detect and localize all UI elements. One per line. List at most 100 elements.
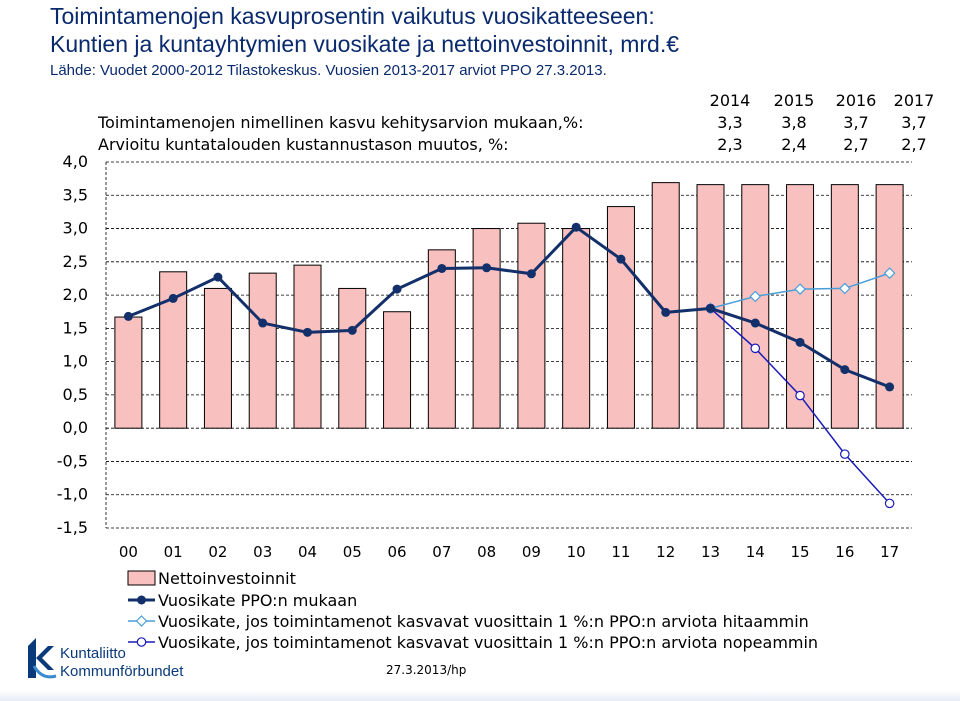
x-tick-label: 08 <box>477 543 496 561</box>
series-base-point <box>661 307 671 317</box>
series-base-point <box>437 263 447 273</box>
legend-label: Vuosikate, jos toimintamenot kasvavat vu… <box>158 612 809 631</box>
bar <box>472 228 501 429</box>
x-tick-label: 06 <box>388 543 407 561</box>
table-row2-value: 2,3 <box>717 135 742 154</box>
bar <box>338 287 367 429</box>
series-base-point <box>840 365 850 375</box>
legend: Nettoinvestoinnit Vuosikate PPO:n mukaan V… <box>127 569 818 652</box>
table-row1-value: 3,8 <box>781 113 806 132</box>
series-base-point <box>616 254 626 264</box>
info-table: Toimintamenojen nimellinen kasvu kehitys… <box>97 91 934 154</box>
bar <box>203 287 232 429</box>
bar <box>562 228 591 429</box>
y-tick-label: 1,5 <box>63 318 88 337</box>
x-tick-label: 10 <box>567 543 586 561</box>
bar <box>875 184 904 429</box>
bar <box>293 264 322 429</box>
legend-label: Nettoinvestoinnit <box>158 569 296 588</box>
bar <box>383 311 412 429</box>
series-faster-point <box>840 449 850 459</box>
footer-date: 27.3.2013/hp <box>386 663 467 677</box>
series-base-point <box>258 318 268 328</box>
series-faster-point <box>750 343 761 354</box>
y-tick-label: 2,5 <box>63 252 88 271</box>
series-base-point <box>123 311 133 321</box>
table-year: 2017 <box>894 91 935 110</box>
series-base-point <box>482 263 492 273</box>
series-slower-point <box>883 267 896 279</box>
y-tick-label: -0,5 <box>57 451 88 470</box>
bar <box>830 184 859 429</box>
logo-line2: Kommunförbundet <box>60 663 184 680</box>
y-axis: -1,5 -1,0 -0,5 0,0 0,5 1,0 1,5 2,0 2,5 3,0 3,5 4,0 <box>57 152 88 537</box>
series-base-point <box>303 327 312 337</box>
bar <box>786 184 815 429</box>
x-tick-label: 02 <box>208 543 227 561</box>
x-tick-label: 15 <box>791 543 810 561</box>
table-row2-label: Arvioitu kuntatalouden kustannustason mu… <box>98 135 509 154</box>
table-row2-value: 2,7 <box>901 135 926 154</box>
kuntaliitto-logo: Kuntaliitto Kommunförbundet <box>28 638 184 680</box>
bar <box>114 316 143 429</box>
logo-line1: Kuntaliitto <box>60 645 126 662</box>
bar <box>741 184 770 429</box>
series-faster-point <box>884 498 895 509</box>
y-tick-label: 0,0 <box>63 418 88 437</box>
bottom-band <box>0 690 960 701</box>
logo-accent-icon <box>32 665 57 679</box>
x-tick-label: 04 <box>298 543 317 561</box>
series-base-point <box>885 382 895 392</box>
table-row1-value: 3,7 <box>843 113 868 132</box>
y-tick-label: 3,0 <box>63 219 88 238</box>
table-row2-value: 2,7 <box>843 135 868 154</box>
series-slower-point <box>794 283 806 295</box>
table-year: 2015 <box>774 91 815 110</box>
x-tick-label: 03 <box>253 543 272 561</box>
series-base-point <box>213 272 223 282</box>
x-tick-label: 12 <box>656 543 675 561</box>
bar <box>248 272 277 429</box>
logo-mark-icon <box>28 638 54 678</box>
x-tick-label: 11 <box>611 543 630 561</box>
x-tick-label: 16 <box>835 543 854 561</box>
bar <box>427 249 456 429</box>
series-base-point <box>750 318 760 328</box>
y-tick-label: 1,0 <box>63 352 88 371</box>
table-row1-label: Toimintamenojen nimellinen kasvu kehitys… <box>97 113 583 132</box>
series-slower-point <box>838 282 851 295</box>
y-tick-label: 0,5 <box>63 385 88 404</box>
chart-title: Toimintamenojen kasvuprosentin vaikutus … <box>50 3 655 29</box>
x-tick-label: 01 <box>164 543 183 561</box>
legend-swatch-marker <box>135 615 148 627</box>
bar <box>606 206 635 429</box>
series-base-line <box>127 225 891 389</box>
series-base-point <box>168 293 178 303</box>
y-tick-label: -1,0 <box>57 485 88 504</box>
series-base-point <box>392 284 402 294</box>
legend-swatch-marker <box>137 595 146 605</box>
table-year: 2016 <box>836 91 877 110</box>
grid <box>105 161 912 529</box>
y-tick-label: 4,0 <box>63 152 88 171</box>
series-slower-point <box>749 290 762 303</box>
x-tick-label: 14 <box>746 543 765 561</box>
y-tick-label: 3,5 <box>63 185 88 204</box>
series-base-point <box>526 269 536 279</box>
x-tick-label: 05 <box>343 543 362 561</box>
series-base-point <box>347 325 357 335</box>
x-tick-label: 17 <box>880 543 899 561</box>
legend-label: Vuosikate PPO:n mukaan <box>158 591 357 610</box>
series-base-point <box>571 222 581 232</box>
bar <box>651 182 680 429</box>
y-tick-label: 2,0 <box>63 285 88 304</box>
series-faster-point <box>795 390 805 401</box>
bars <box>114 182 904 429</box>
table-row1-value: 3,7 <box>901 113 926 132</box>
source-note: Lähde: Vuodet 2000-2012 Tilastokeskus. V… <box>50 62 607 79</box>
chart-subtitle: Kuntien ja kuntayhtymien vuosikate ja ne… <box>50 31 680 57</box>
x-axis: 00 01 02 03 04 05 06 07 08 09 10 11 12 13 14 15 16 17 <box>119 543 899 561</box>
legend-swatch-bar <box>127 570 156 586</box>
table-year: 2014 <box>710 91 751 110</box>
